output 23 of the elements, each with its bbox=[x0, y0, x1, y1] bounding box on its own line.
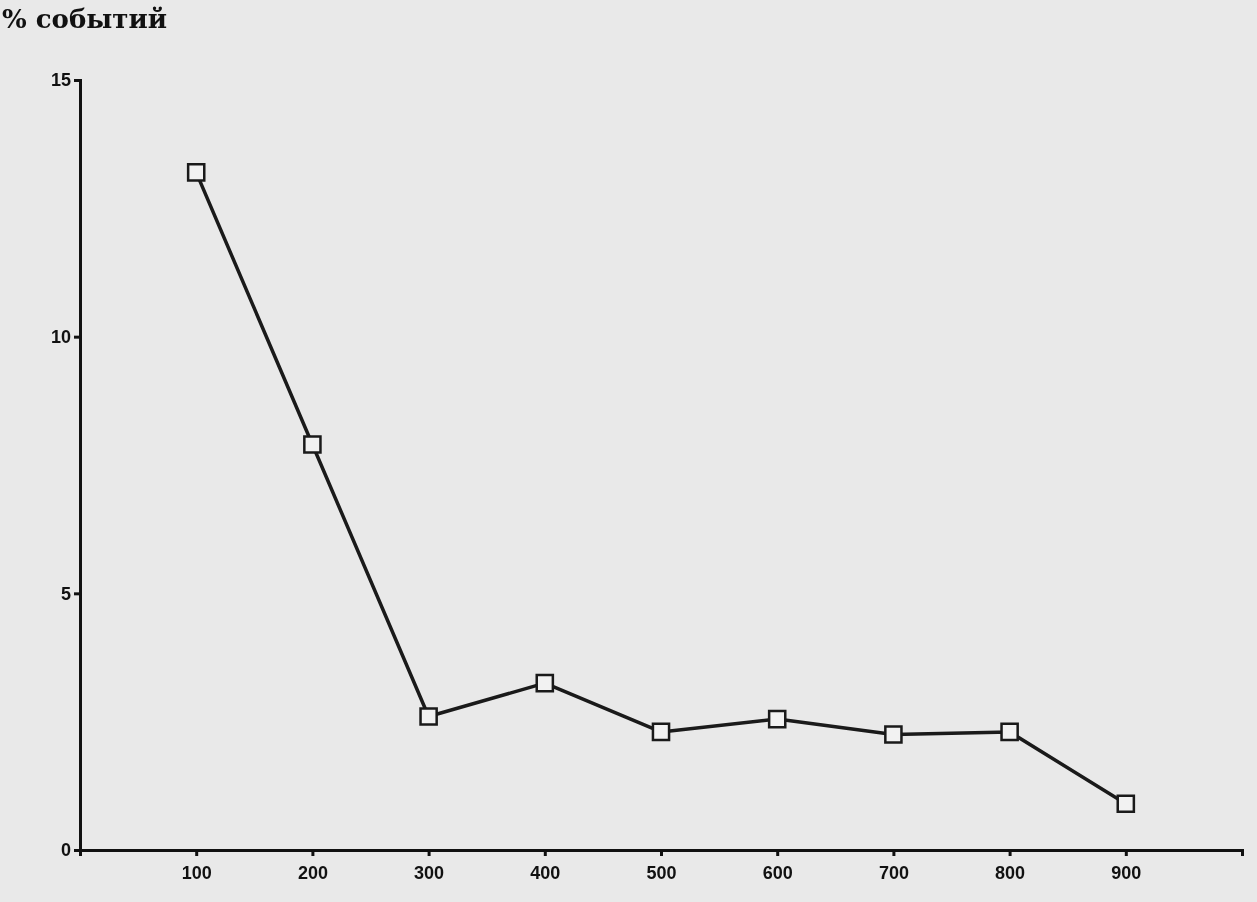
y-tick-label: 5 bbox=[60, 583, 71, 604]
x-tick-label: 300 bbox=[414, 862, 445, 883]
y-tick-label: 15 bbox=[50, 70, 71, 91]
point bbox=[535, 673, 555, 693]
y-axis-title: % событий bbox=[2, 4, 168, 34]
point bbox=[651, 722, 671, 742]
point bbox=[1116, 794, 1136, 814]
point bbox=[1000, 722, 1019, 742]
point bbox=[884, 725, 903, 744]
point bbox=[419, 707, 438, 726]
x-tick-label: 800 bbox=[995, 862, 1026, 883]
point bbox=[186, 163, 206, 182]
y-tick-label: 0 bbox=[60, 840, 71, 861]
point bbox=[767, 709, 787, 729]
x-tick-label: 400 bbox=[530, 862, 561, 883]
x-tick-label: 500 bbox=[646, 862, 677, 883]
x-tick-label: 900 bbox=[1111, 862, 1142, 883]
point bbox=[303, 435, 322, 454]
x-tick-label: 200 bbox=[297, 862, 328, 883]
x-tick-label: 100 bbox=[181, 862, 212, 883]
x-tick-label: 600 bbox=[762, 862, 793, 883]
y-tick-label: 10 bbox=[50, 326, 71, 347]
x-tick-label: 700 bbox=[878, 862, 909, 883]
